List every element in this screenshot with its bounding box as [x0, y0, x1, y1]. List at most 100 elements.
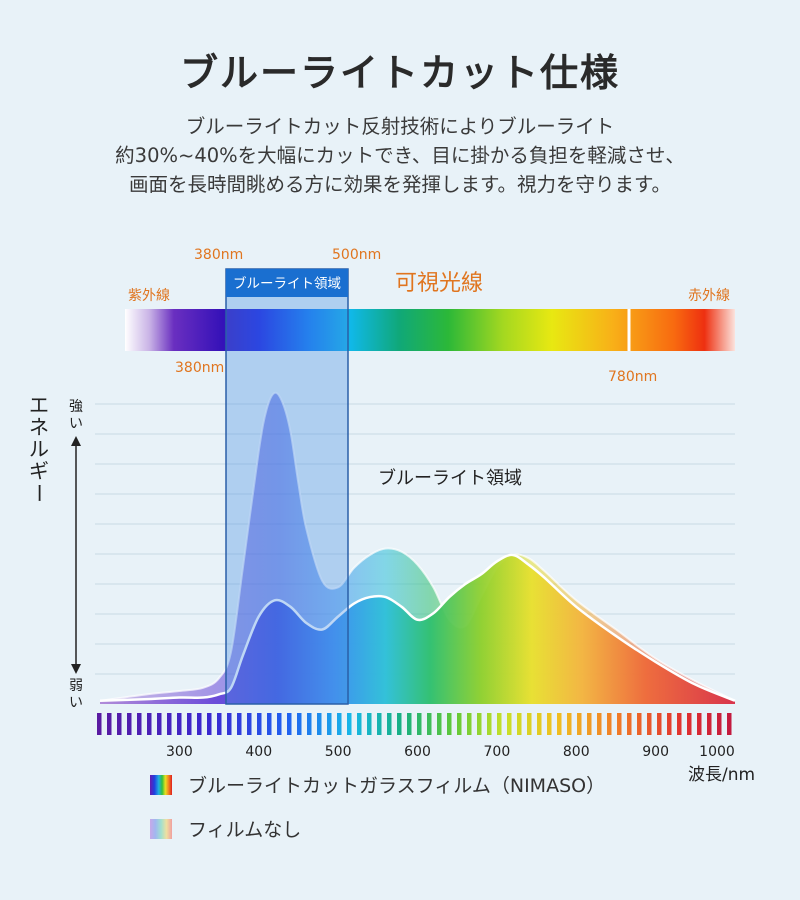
wavelength-tick: [727, 713, 732, 735]
x-tick-label: 900: [642, 744, 669, 760]
ir-label: 赤外線: [688, 288, 730, 304]
wavelength-tick: [247, 713, 252, 735]
legend-item-no-film: フィルムなし: [150, 815, 301, 842]
wavelength-tick: [167, 713, 172, 735]
wavelength-tick: [177, 713, 182, 735]
wavelength-tick: [577, 713, 582, 735]
y-high-char: い: [69, 416, 83, 432]
wavelength-tick: [147, 713, 152, 735]
wavelength-tick: [257, 713, 262, 735]
wavelength-tick: [497, 713, 502, 735]
wavelength-tick: [627, 713, 632, 735]
wavelength-tick: [197, 713, 202, 735]
wavelength-tick: [617, 713, 622, 735]
wavelength-tick: [327, 713, 332, 735]
wavelength-tick: [97, 713, 102, 735]
spectrum-bar: [125, 309, 735, 351]
wavelength-tick: [297, 713, 302, 735]
wavelength-tick: [217, 713, 222, 735]
description-line-1: ブルーライトカット反射技術によりブルーライト: [185, 115, 615, 138]
description-line-3: 画面を長時間眺める方に効果を発揮します。視力を守ります。: [128, 173, 672, 196]
wavelength-tick: [677, 713, 682, 735]
blue-region-header-label: ブルーライト領域: [233, 275, 341, 292]
wavelength-tick: [347, 713, 352, 735]
visible-light-label: 可視光線: [395, 271, 483, 296]
wavelength-tick: [397, 713, 402, 735]
wavelength-tick: [477, 713, 482, 735]
wavelength-tick: [377, 713, 382, 735]
wavelength-tick: [427, 713, 432, 735]
y-axis-title-char: エ: [29, 393, 49, 417]
wavelength-tick: [527, 713, 532, 735]
wavelength-tick: [117, 713, 122, 735]
wavelength-tick: [237, 713, 242, 735]
wavelength-tick: [487, 713, 492, 735]
uv-label: 紫外線: [128, 288, 170, 304]
wavelength-tick: [227, 713, 232, 735]
plot-areas: [99, 391, 736, 704]
wavelength-tick: [697, 713, 702, 735]
wavelength-tick: [407, 713, 412, 735]
y-axis-arrow-up: [71, 436, 81, 446]
wavelength-tick: [667, 713, 672, 735]
wavelength-tick: [607, 713, 612, 735]
wavelength-tick: [637, 713, 642, 735]
x-tick-label: 1000: [699, 744, 735, 760]
wavelength-tick: [337, 713, 342, 735]
wavelength-tick: [157, 713, 162, 735]
legend-item-film: ブルーライトカットガラスフィルム（NIMASO）: [150, 771, 605, 798]
y-low-char: 弱: [69, 678, 83, 694]
page-title: ブルーライトカット仕様: [179, 51, 620, 95]
wavelength-tick: [687, 713, 692, 735]
bottom-780nm-label: 780nm: [608, 369, 657, 385]
series-line-no-film: [99, 391, 736, 702]
wavelength-tick: [127, 713, 132, 735]
y-high-label: 強い: [69, 399, 83, 432]
top-500nm-label: 500nm: [332, 247, 381, 263]
y-axis-title-char: ギ: [29, 459, 49, 483]
wavelength-tick: [417, 713, 422, 735]
y-axis-title-char: ー: [27, 483, 51, 503]
wavelength-tick: [367, 713, 372, 735]
wavelength-tick: [287, 713, 292, 735]
y-axis-title-char: ル: [29, 437, 49, 461]
blue-region-header: [226, 269, 348, 297]
wavelength-tick: [187, 713, 192, 735]
legend-label-film: ブルーライトカットガラスフィルム（NIMASO）: [188, 775, 606, 797]
wavelength-tick: [447, 713, 452, 735]
x-tick-labels: 300 400 500 600 700 800 900 1000: [166, 744, 735, 760]
wavelength-tick: [467, 713, 472, 735]
chart-region-label: ブルーライト領域: [378, 467, 522, 489]
legend-swatch-film: [150, 774, 172, 795]
wavelength-tick: [537, 713, 542, 735]
wavelength-tick: [597, 713, 602, 735]
wavelength-tick: [317, 713, 322, 735]
wavelength-tick: [657, 713, 662, 735]
bottom-380nm-label: 380nm: [175, 360, 224, 376]
wavelength-tick: [277, 713, 282, 735]
wavelength-tick-strip: [97, 713, 732, 735]
wavelength-tick: [717, 713, 722, 735]
top-380nm-label: 380nm: [194, 247, 243, 263]
wavelength-tick: [457, 713, 462, 735]
wavelength-tick: [387, 713, 392, 735]
y-low-label: 弱い: [69, 678, 83, 711]
x-tick-label: 500: [325, 744, 352, 760]
series-line-film: [99, 553, 736, 703]
y-low-char: い: [69, 695, 83, 711]
y-axis-title-char: ネ: [29, 415, 49, 439]
wavelength-tick: [647, 713, 652, 735]
x-tick-label: 700: [484, 744, 511, 760]
wavelength-tick: [507, 713, 512, 735]
x-tick-label: 400: [245, 744, 272, 760]
wavelength-tick: [437, 713, 442, 735]
wavelength-tick: [517, 713, 522, 735]
y-high-char: 強: [69, 399, 83, 415]
wavelength-tick: [107, 713, 112, 735]
x-tick-label: 800: [563, 744, 590, 760]
description-line-2: 約30%~40%を大幅にカットでき、目に掛かる負担を軽減させ、: [115, 144, 685, 167]
wavelength-tick: [207, 713, 212, 735]
wavelength-tick: [357, 713, 362, 735]
legend-label-no-film: フィルムなし: [188, 819, 302, 841]
